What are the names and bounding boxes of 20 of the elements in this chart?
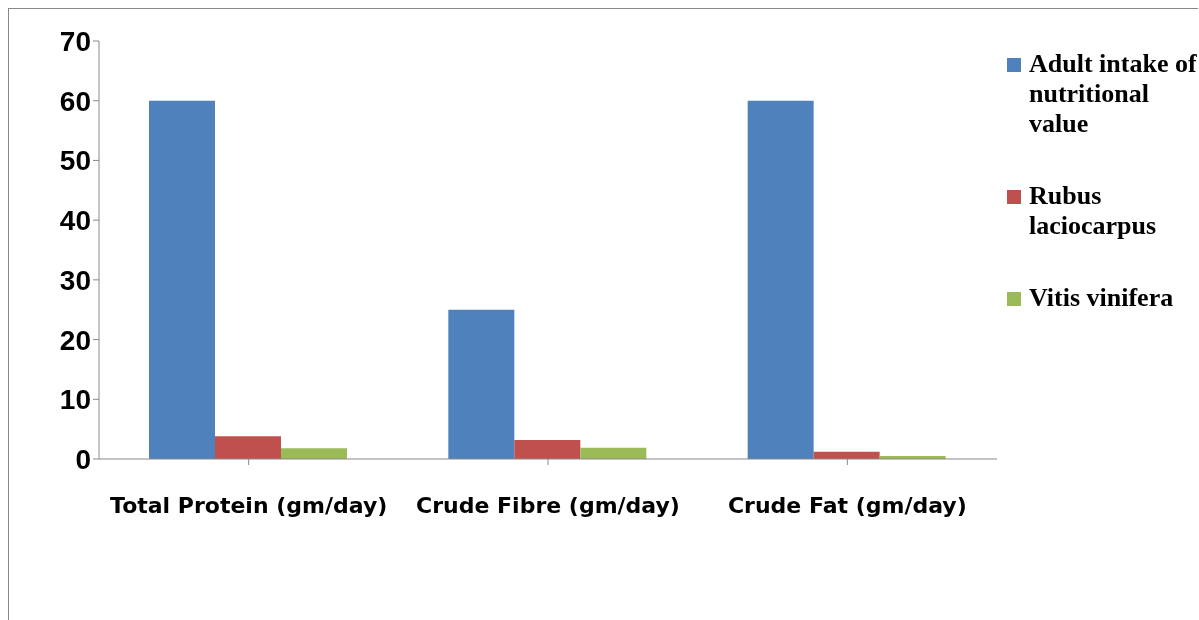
y-tick-label: 10 bbox=[59, 384, 91, 416]
y-tick-label: 0 bbox=[75, 443, 91, 475]
bar bbox=[148, 100, 215, 459]
y-tick-label: 50 bbox=[59, 145, 91, 177]
y-tick-label: 70 bbox=[59, 25, 91, 57]
y-tick-label: 20 bbox=[59, 324, 91, 356]
legend-label: Vitis vinifera bbox=[1029, 283, 1174, 313]
legend-label: Adult intake of nutritional value bbox=[1029, 49, 1197, 139]
y-tick-label: 30 bbox=[59, 264, 91, 296]
bar bbox=[514, 439, 581, 459]
x-tick-label: Crude Fibre (gm/day) bbox=[416, 492, 680, 518]
bar bbox=[448, 309, 515, 459]
bar bbox=[214, 436, 281, 459]
legend-label: Rubus laciocarpus bbox=[1029, 181, 1158, 241]
y-tick-label: 40 bbox=[59, 205, 91, 237]
x-tick-label: Crude Fat (gm/day) bbox=[727, 492, 967, 518]
bar bbox=[747, 100, 814, 459]
x-tick-label: Total Protein (gm/day) bbox=[110, 492, 388, 518]
y-tick-label: 60 bbox=[59, 85, 91, 117]
bar bbox=[280, 448, 347, 459]
